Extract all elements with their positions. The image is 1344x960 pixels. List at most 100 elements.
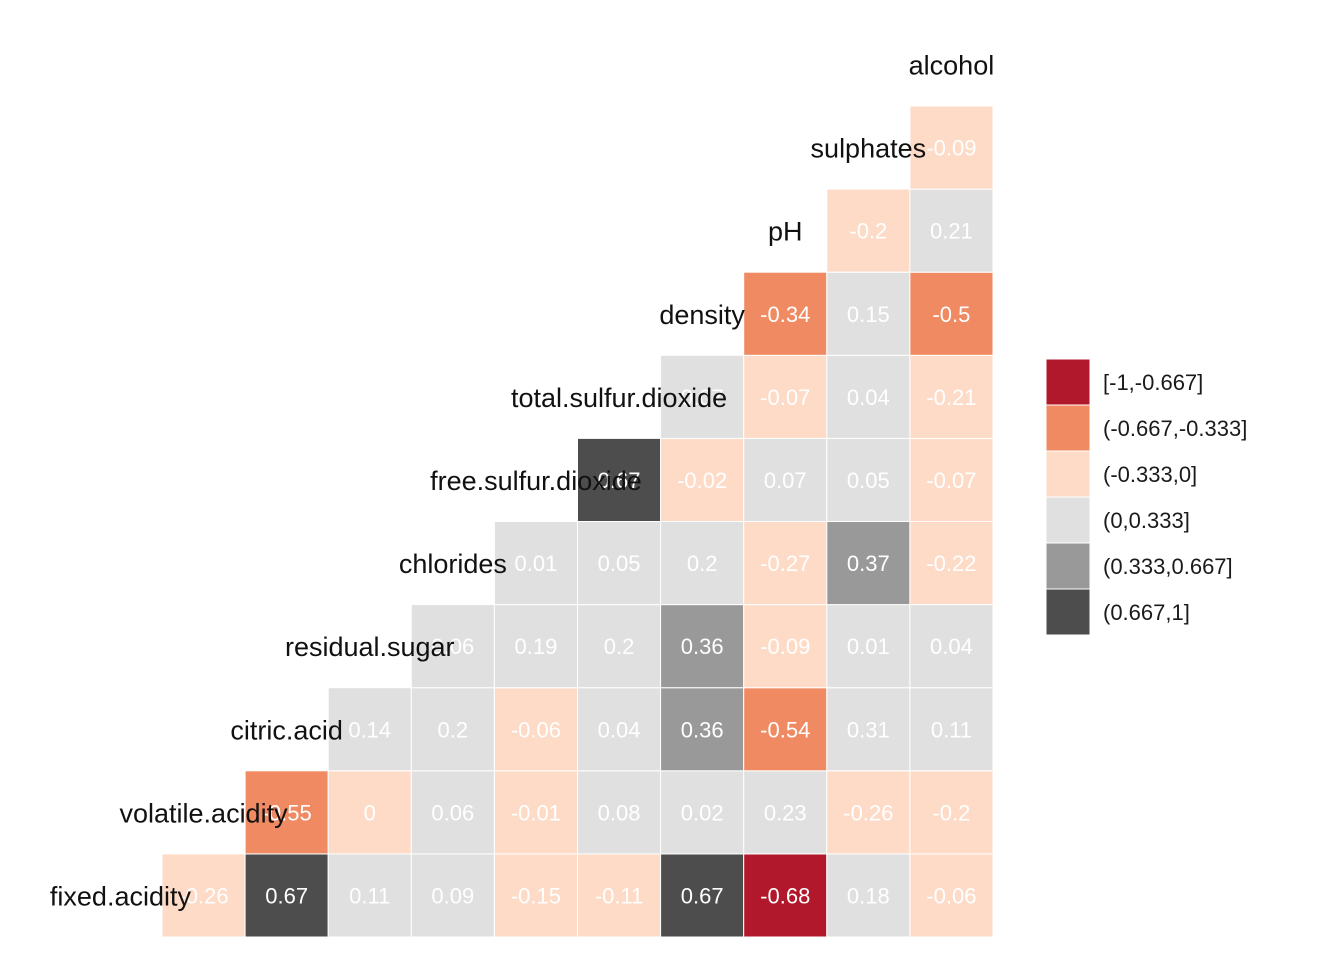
cell-value-label: -0.09 (760, 634, 810, 659)
heatmap-cell (577, 853, 662, 938)
heatmap-cell (909, 687, 994, 772)
cell-value-label: 0.2 (438, 717, 469, 742)
legend-key (1045, 358, 1091, 406)
cell-value-label: -0.15 (511, 883, 561, 908)
cell-value-label: 0.67 (598, 468, 641, 493)
heatmap-cells (161, 105, 994, 938)
cell-value-label: -0.26 (843, 800, 893, 825)
heatmap-cell (327, 770, 412, 855)
legend-key (1045, 404, 1091, 452)
legend-key (1045, 496, 1091, 544)
heatmap-cell (743, 354, 828, 439)
heatmap-cell (909, 521, 994, 606)
heatmap-cell (660, 770, 745, 855)
cell-value-label: 0.21 (930, 219, 973, 244)
cell-value-label: 0.11 (931, 717, 972, 742)
cell-value-label: 0.07 (681, 385, 724, 410)
cell-value-label: -0.06 (511, 717, 561, 742)
cell-value-label: -0.11 (595, 883, 644, 908)
cell-value-label: -0.27 (760, 551, 810, 576)
legend-label: (-0.667,-0.333] (1103, 416, 1247, 441)
heatmap-cell (660, 354, 745, 439)
cell-value-label: 0.31 (847, 717, 890, 742)
cell-value-label: 0.05 (847, 468, 890, 493)
heatmap-cell (743, 853, 828, 938)
cell-value-label: 0.23 (764, 800, 807, 825)
heatmap-cell (161, 853, 246, 938)
cell-value-label: -0.34 (760, 302, 810, 327)
heatmap-cell (577, 687, 662, 772)
variable-label: sulphates (811, 134, 927, 164)
variable-label: total.sulfur.dioxide (511, 383, 727, 413)
variable-label: pH (768, 217, 803, 247)
cell-value-label: 0.05 (598, 551, 641, 576)
heatmap-cell (660, 437, 745, 522)
cell-value-label: -0.07 (926, 468, 976, 493)
cell-value-label: -0.06 (926, 883, 976, 908)
cell-value-label: -0.5 (932, 302, 970, 327)
heatmap-cell (743, 271, 828, 356)
variable-label: volatile.acidity (120, 798, 289, 828)
heatmap-cell (909, 105, 994, 190)
cell-value-label: 0.07 (764, 468, 807, 493)
cell-value-label: -0.2 (849, 219, 887, 244)
heatmap-cell (410, 604, 495, 689)
legend-label: (-0.333,0] (1103, 462, 1197, 487)
heatmap-cell (909, 271, 994, 356)
cell-value-label: 0.67 (265, 883, 308, 908)
heatmap-cell (244, 853, 329, 938)
cell-value-label: -0.09 (926, 136, 976, 161)
heatmap-cell (660, 521, 745, 606)
cell-value-label: 0.2 (604, 634, 635, 659)
cell-value-label: -0.54 (760, 717, 810, 742)
heatmap-cell (826, 770, 911, 855)
cell-value-label: 0.2 (687, 551, 718, 576)
cell-value-label: 0.08 (598, 800, 641, 825)
heatmap-cell (826, 354, 911, 439)
cell-value-label: 0.67 (681, 883, 724, 908)
cell-value-label: 0.19 (515, 634, 558, 659)
heatmap-cell (410, 770, 495, 855)
heatmap-cell (826, 188, 911, 273)
heatmap-cell (909, 437, 994, 522)
heatmap-cell (577, 521, 662, 606)
heatmap-cell (493, 521, 578, 606)
legend-key (1045, 450, 1091, 498)
cell-value-label: 0.11 (349, 883, 390, 908)
heatmap-cell (909, 604, 994, 689)
heatmap-cell (743, 521, 828, 606)
variable-label: residual.sugar (285, 632, 455, 662)
legend-label: [-1,-0.667] (1103, 370, 1203, 395)
heatmap-cell (909, 188, 994, 273)
cell-value-label: 0.04 (598, 717, 641, 742)
heatmap-cell (660, 853, 745, 938)
cell-value-label: -0.22 (926, 551, 976, 576)
cell-value-label: 0.36 (681, 717, 724, 742)
heatmap-cell (577, 437, 662, 522)
cell-value-label: 0.36 (681, 634, 724, 659)
legend-label: (0.667,1] (1103, 600, 1190, 625)
legend-label: (0.333,0.667] (1103, 554, 1233, 579)
heatmap-cell (493, 604, 578, 689)
heatmap-cell (410, 853, 495, 938)
heatmap-cell (909, 853, 994, 938)
cell-value-label: 0.04 (847, 385, 890, 410)
cell-value-label: 0 (364, 800, 376, 825)
cell-value-label: -0.55 (262, 800, 312, 825)
heatmap-cell (826, 853, 911, 938)
heatmap-variable-labels: fixed.acidity volatile.acidity citric.acid… (50, 50, 994, 911)
cell-value-label: 0.06 (431, 800, 474, 825)
cell-value-label: 0.15 (847, 302, 890, 327)
cell-value-label: 0.09 (431, 883, 474, 908)
cell-value-label: -0.07 (760, 385, 810, 410)
cell-value-label: 0.18 (847, 883, 890, 908)
cell-value-label: 0.37 (847, 551, 890, 576)
cell-value-label: 0.02 (681, 800, 724, 825)
variable-label: density (659, 300, 745, 330)
legend-key (1045, 542, 1091, 590)
cell-value-label: -0.01 (511, 800, 561, 825)
cell-value-label: 0.06 (431, 634, 474, 659)
heatmap-cell (493, 853, 578, 938)
heatmap-cell (410, 687, 495, 772)
